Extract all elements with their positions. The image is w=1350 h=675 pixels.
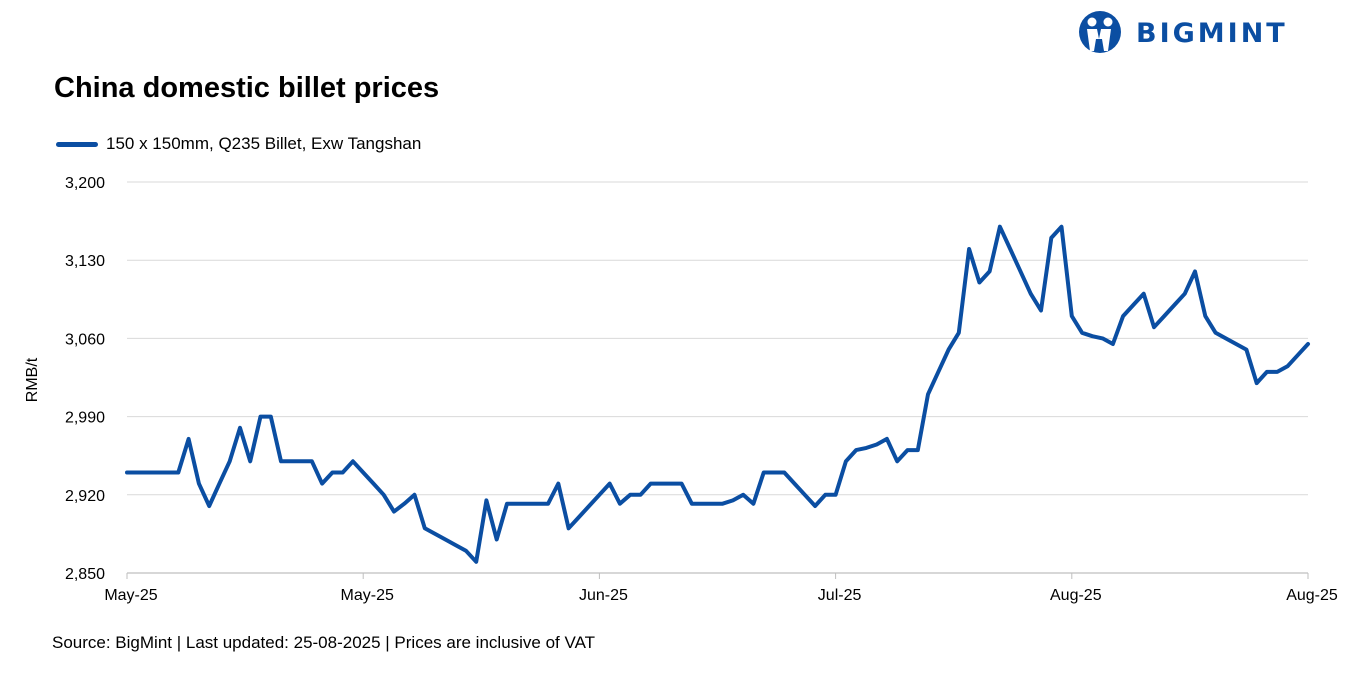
chart-title: China domestic billet prices [54,72,440,104]
gridlines [127,181,1308,496]
y-tick-label: 3,200 [65,175,105,192]
y-tick-label: 2,850 [65,566,105,583]
x-tick-label: Aug-25 [1050,587,1102,604]
x-tick-label: May-25 [104,587,157,604]
y-axis-ticks: 2,850 2,920 2,990 3,060 3,130 3,200 [65,175,105,583]
x-tick-label: Jun-25 [579,587,628,604]
y-tick-label: 3,130 [65,253,105,270]
series-lines [125,224,1310,564]
y-tick-label: 2,990 [65,410,105,427]
chart-legend: 150 x 150mm, Q235 Billet, Exw Tangshan [56,134,421,154]
brand-logo-icon [1079,11,1121,53]
legend-swatch [56,141,98,147]
brand-name: BIGMINT [1136,18,1288,49]
source-note: Source: BigMint | Last updated: 25-08-20… [52,633,596,652]
legend-label: 150 x 150mm, Q235 Billet, Exw Tangshan [106,134,422,153]
series-line-0 [125,224,1310,564]
x-axis-ticks: May-25 May-25 Jun-25 Jul-25 Aug-25 Aug-25 [104,573,1338,604]
brand-logo: BIGMINT [1078,10,1318,54]
x-tick-label: Jul-25 [818,587,862,604]
y-tick-label: 2,920 [65,488,105,505]
x-tick-label: May-25 [341,587,394,604]
y-tick-label: 3,060 [65,331,105,348]
x-tick-label: Aug-25 [1286,587,1338,604]
